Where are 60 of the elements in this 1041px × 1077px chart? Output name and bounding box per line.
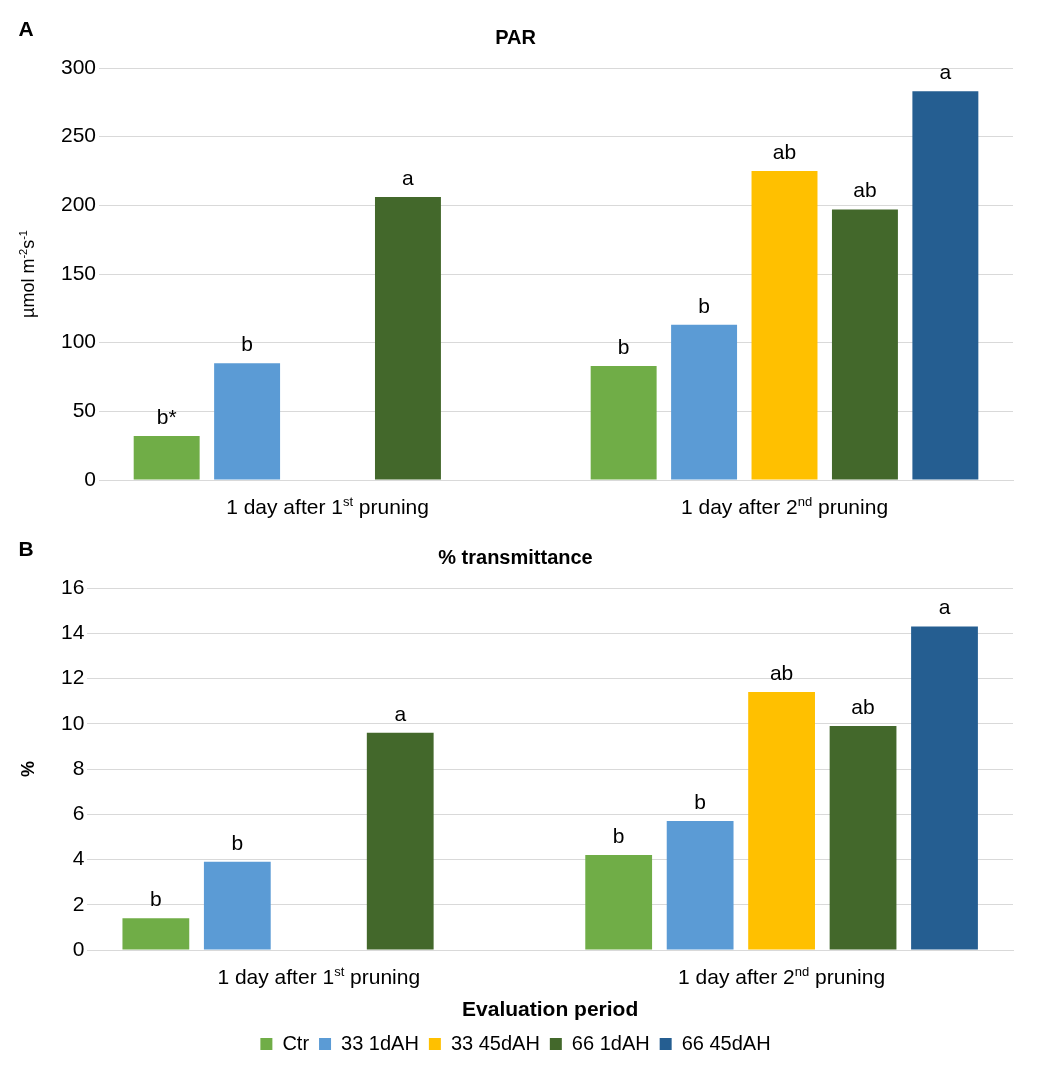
text: B (18, 537, 34, 560)
chart-title: PAR (495, 25, 537, 48)
y-tick-label: 14 (61, 620, 85, 644)
data-label: b (694, 790, 706, 814)
data-label: ab (772, 140, 797, 163)
legend-label: 33 1dAH (341, 1031, 419, 1054)
chart-title: % transmittance (438, 545, 593, 568)
legend-label: 66 45dAH (681, 1031, 771, 1054)
data-label: b* (156, 405, 177, 429)
bar (831, 209, 898, 480)
bar (590, 366, 657, 480)
bar (133, 436, 200, 480)
bar (748, 692, 815, 950)
y-tick-label: 16 (61, 574, 85, 598)
bar (203, 861, 271, 950)
bar (214, 363, 281, 480)
y-tick-label: 250 (60, 123, 97, 147)
bar (671, 324, 738, 480)
bar (374, 197, 441, 480)
bar (829, 726, 897, 950)
y-tick-label: 50 (72, 398, 97, 422)
data-label: b (150, 887, 162, 911)
data-label: a (938, 595, 951, 619)
y-tick-label: 100 (60, 329, 97, 353)
y-tick-label: 0 (84, 466, 97, 490)
data-label: a (402, 166, 415, 190)
y-tick-label: 0 (72, 936, 85, 960)
legend-label: 66 1dAH (571, 1031, 650, 1054)
y-axis-title: µmol m-2s-1 (16, 230, 38, 318)
y-axis-title: % (18, 760, 38, 777)
bar (366, 732, 434, 950)
y-tick-label: 8 (72, 755, 85, 779)
legend-label: 33 45dAH (450, 1031, 540, 1054)
data-label: a (394, 701, 407, 725)
bar (751, 171, 818, 480)
bar (912, 91, 979, 480)
data-label: ab (853, 178, 877, 202)
y-tick-label: 200 (60, 192, 97, 216)
x-axis-title: Evaluation period (462, 997, 639, 1020)
data-label: b (617, 335, 630, 359)
legend-label: Ctr (282, 1031, 310, 1054)
y-tick-label: 6 (72, 801, 85, 825)
y-tick-label: 2 (72, 891, 85, 915)
bar (911, 626, 978, 950)
bar (585, 854, 653, 950)
data-label: b (231, 830, 244, 854)
data-label: a (939, 60, 952, 84)
data-label: b (241, 332, 253, 356)
y-tick-label: 10 (61, 710, 85, 734)
text: A (18, 17, 34, 40)
data-label: ab (769, 661, 794, 685)
y-tick-label: 4 (72, 846, 85, 870)
data-label: b (698, 293, 710, 317)
bar (122, 918, 190, 950)
data-label: b (612, 823, 625, 847)
y-tick-label: 300 (60, 54, 97, 78)
y-tick-label: 12 (61, 665, 85, 689)
data-label: ab (851, 695, 875, 719)
y-tick-label: 150 (60, 260, 97, 284)
bar (666, 821, 734, 950)
